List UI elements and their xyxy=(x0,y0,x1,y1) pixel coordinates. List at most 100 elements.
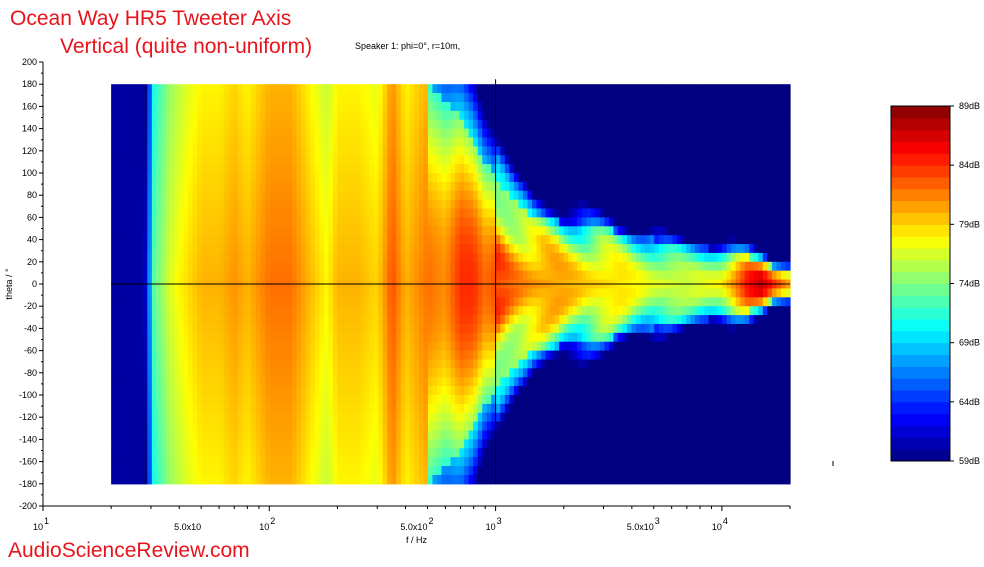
heatmap-cell xyxy=(341,235,348,245)
heatmap-cell xyxy=(427,439,434,449)
heatmap-cell xyxy=(224,323,230,334)
heatmap-cell xyxy=(577,217,583,227)
heatmap-cell xyxy=(328,421,334,432)
heatmap-cell xyxy=(518,119,524,130)
heatmap-cell xyxy=(545,101,551,112)
heatmap-cell xyxy=(341,270,348,281)
heatmap-cell xyxy=(301,226,307,236)
heatmap-cell xyxy=(305,244,311,254)
heatmap-cell xyxy=(455,466,461,476)
heatmap-cell xyxy=(360,350,366,361)
heatmap-cell xyxy=(251,297,257,307)
heatmap-cell xyxy=(513,412,520,423)
heatmap-cell xyxy=(314,93,320,103)
heatmap-cell xyxy=(491,244,497,254)
heatmap-cell xyxy=(532,448,538,458)
heatmap-cell xyxy=(541,395,547,405)
heatmap-cell xyxy=(188,350,194,361)
heatmap-cell xyxy=(599,341,606,352)
heatmap-cell xyxy=(464,323,470,334)
heatmap-cell xyxy=(255,93,262,103)
heatmap-cell xyxy=(396,270,402,281)
heatmap-cell xyxy=(265,377,271,387)
heatmap-cell xyxy=(550,128,556,139)
heatmap-cell xyxy=(332,270,339,281)
heatmap-cell xyxy=(346,297,352,307)
heatmap-cell xyxy=(427,208,434,218)
heatmap-cell xyxy=(554,386,560,396)
heatmap-cell xyxy=(532,208,538,218)
heatmap-cell xyxy=(373,261,379,272)
heatmap-cell xyxy=(224,350,230,361)
heatmap-cell xyxy=(608,332,615,343)
heatmap-cell xyxy=(414,306,420,316)
heatmap-cell xyxy=(468,137,474,147)
heatmap-cell xyxy=(274,119,280,130)
heatmap-cell xyxy=(396,101,402,112)
heatmap-cell xyxy=(255,199,262,210)
heatmap-cell xyxy=(504,350,510,361)
heatmap-cell xyxy=(387,297,393,307)
heatmap-cell xyxy=(360,93,366,103)
heatmap-cell xyxy=(455,137,461,147)
heatmap-cell xyxy=(255,261,262,272)
heatmap-cell xyxy=(364,474,370,485)
heatmap-cell xyxy=(355,341,361,352)
heatmap-cell xyxy=(608,110,615,121)
heatmap-cell xyxy=(441,244,447,254)
heatmap-cell xyxy=(242,297,248,307)
heatmap-cell xyxy=(482,332,488,343)
heatmap-cell xyxy=(500,155,506,165)
heatmap-cell xyxy=(219,377,225,387)
heatmap-cell xyxy=(319,386,325,396)
heatmap-cell xyxy=(292,199,298,210)
heatmap-cell xyxy=(138,261,144,272)
heatmap-cell xyxy=(563,395,569,405)
heatmap-cell xyxy=(504,137,510,147)
heatmap-cell xyxy=(436,217,443,227)
heatmap-cell xyxy=(278,403,284,414)
heatmap-cell xyxy=(169,359,176,369)
heatmap-cell xyxy=(586,474,592,485)
heatmap-cell xyxy=(246,110,253,121)
heatmap-cell xyxy=(215,332,221,343)
heatmap-cell xyxy=(518,377,524,387)
heatmap-cell xyxy=(201,119,207,130)
heatmap-cell xyxy=(450,332,456,343)
heatmap-cell xyxy=(156,244,162,254)
heatmap-cell xyxy=(151,439,157,449)
heatmap-cell xyxy=(373,359,379,369)
heatmap-cell xyxy=(532,474,538,485)
heatmap-cell xyxy=(346,448,352,458)
heatmap-cell xyxy=(495,377,501,387)
heatmap-cell xyxy=(111,395,117,405)
heatmap-cell xyxy=(495,252,501,263)
heatmap-cell xyxy=(522,457,529,467)
heatmap-cell xyxy=(486,84,492,94)
heatmap-cell xyxy=(595,403,601,414)
heatmap-cell xyxy=(233,208,239,218)
heatmap-cell xyxy=(192,190,198,201)
heatmap-cell xyxy=(210,173,216,183)
heatmap-cell xyxy=(441,119,447,130)
heatmap-cell xyxy=(260,412,266,423)
heatmap-cell xyxy=(477,208,483,218)
heatmap-cell xyxy=(346,190,352,201)
heatmap-cell xyxy=(183,448,189,458)
heatmap-cell xyxy=(260,208,266,218)
heatmap-cell xyxy=(156,359,162,369)
heatmap-cell xyxy=(255,244,262,254)
heatmap-cell xyxy=(382,332,388,343)
heatmap-cell xyxy=(455,146,461,156)
heatmap-cell xyxy=(473,244,479,254)
heatmap-cell xyxy=(504,93,510,103)
heatmap-cell xyxy=(400,93,406,103)
heatmap-cell xyxy=(459,164,465,174)
heatmap-cell xyxy=(310,252,316,263)
heatmap-cell xyxy=(292,84,298,94)
heatmap-cell xyxy=(441,288,447,298)
heatmap-cell xyxy=(599,101,606,112)
heatmap-cell xyxy=(138,332,144,343)
heatmap-cell xyxy=(432,368,438,378)
heatmap-cell xyxy=(233,315,239,325)
